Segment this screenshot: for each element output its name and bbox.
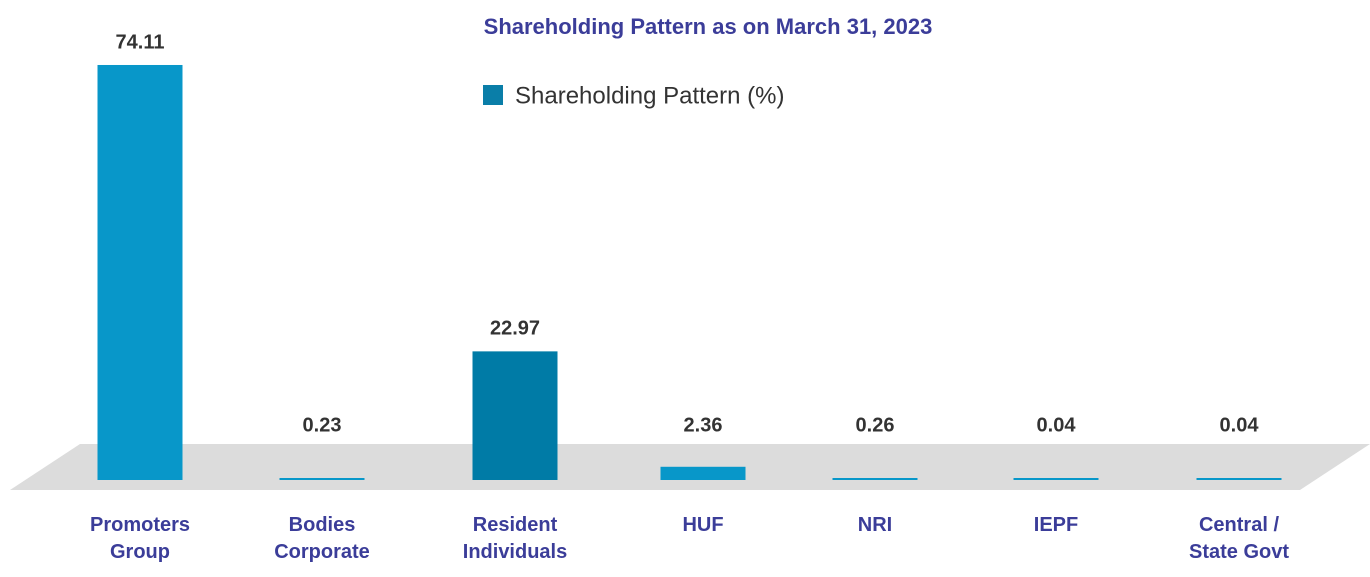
x-tick-label: Promoters Group	[89, 514, 191, 563]
x-tick-label: HUF	[682, 514, 724, 536]
x-tick-label: Bodies Corporate	[274, 514, 370, 563]
value-label: 2.36	[684, 414, 723, 436]
x-tick-label: NRI	[857, 514, 893, 536]
bar	[97, 64, 183, 480]
legend-swatch	[483, 85, 503, 105]
value-label: 0.23	[303, 414, 342, 436]
chart-title: Shareholding Pattern as on March 31, 202…	[484, 14, 933, 39]
value-label: 74.11	[116, 31, 165, 53]
legend-label: Shareholding Pattern (%)	[515, 82, 784, 109]
x-tick-label: IEPF	[1033, 514, 1079, 536]
bar	[472, 351, 558, 480]
bar	[660, 466, 746, 480]
x-tick-label: Central / State Govt	[1188, 514, 1290, 563]
bar	[279, 478, 365, 480]
bar	[1013, 478, 1099, 480]
value-label: 0.26	[856, 414, 895, 436]
value-label: 0.04	[1037, 414, 1077, 436]
value-label: 22.97	[490, 318, 540, 340]
value-label: 0.04	[1220, 414, 1260, 436]
bar	[1196, 478, 1282, 480]
x-tick-label: Resident Individuals	[462, 514, 568, 563]
bar	[832, 478, 918, 480]
